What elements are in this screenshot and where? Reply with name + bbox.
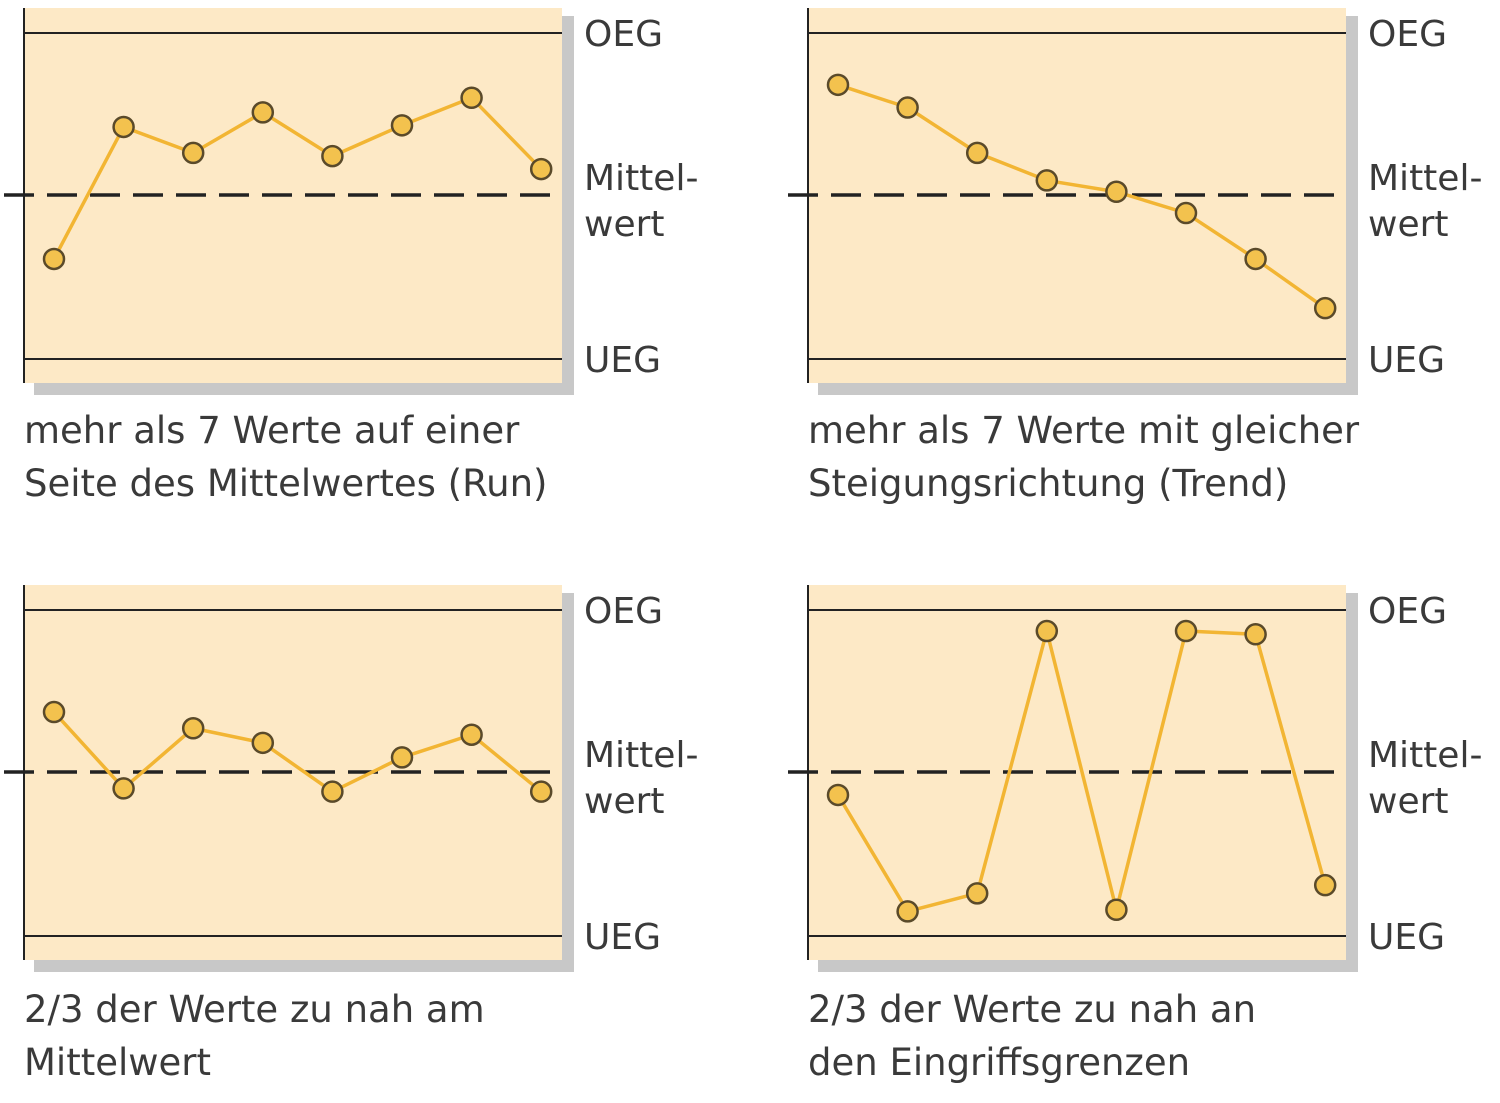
data-point-3 <box>965 882 989 905</box>
caption-run-line-2: Seite des Mittelwertes (Run) <box>24 462 548 505</box>
label-mean-line-2: wert <box>1368 781 1449 822</box>
data-point-5 <box>1105 898 1128 922</box>
panel-shadow-right <box>1346 593 1358 968</box>
label-upper-limit: OEG <box>1368 14 1447 55</box>
data-point-3 <box>181 717 205 740</box>
data-point-4 <box>251 101 275 124</box>
caption-run: mehr als 7 Werte auf einer Seite des Mit… <box>24 404 547 510</box>
data-point-5 <box>321 780 344 803</box>
label-mean-line-1: Mittel- <box>1368 735 1482 776</box>
caption-trend: mehr als 7 Werte mit gleicher Steigungsr… <box>808 404 1359 510</box>
data-point-5 <box>321 144 344 168</box>
data-point-7 <box>460 86 483 110</box>
label-mean-line-1: Mittel- <box>584 735 698 776</box>
caption-near-limits-line-2: den Eingriffsgrenzen <box>808 1041 1191 1084</box>
data-point-7 <box>460 723 483 746</box>
panel-shadow-right <box>1346 16 1358 391</box>
panel-shadow-bottom <box>34 383 574 395</box>
data-point-3 <box>181 141 205 165</box>
caption-run-line-1: mehr als 7 Werte auf einer <box>24 409 520 452</box>
panel-shadow-bottom <box>818 383 1358 395</box>
data-point-4 <box>1035 169 1059 192</box>
data-point-4 <box>251 731 275 755</box>
label-lower-limit: UEG <box>584 917 661 958</box>
caption-near-mean-line-2: Mittelwert <box>24 1041 212 1084</box>
label-mean-line-2: wert <box>584 204 665 245</box>
data-point-2 <box>112 777 135 800</box>
data-point-1 <box>826 73 850 97</box>
data-point-2 <box>896 900 919 923</box>
panel-shadow-right <box>562 593 574 968</box>
data-point-6 <box>390 746 414 769</box>
panel-shadow-bottom <box>34 960 574 972</box>
chart-near-mean: OEG Mittel-wert UEG <box>4 585 698 972</box>
label-mean-line-1: Mittel- <box>1368 158 1482 199</box>
data-point-8 <box>529 780 553 803</box>
label-upper-limit: OEG <box>584 591 663 632</box>
data-point-8 <box>1313 873 1337 897</box>
label-mean-line-2: wert <box>1368 204 1449 245</box>
data-point-1 <box>42 247 66 271</box>
data-point-1 <box>42 700 66 724</box>
chart-near-limits: OEG Mittel-wert UEG <box>788 585 1482 972</box>
data-point-2 <box>112 115 135 139</box>
caption-near-limits: 2/3 der Werte zu nah an den Eingriffsgre… <box>808 983 1256 1089</box>
chart-run: OEG Mittel-wert UEG <box>4 8 698 395</box>
label-lower-limit: UEG <box>1368 917 1445 958</box>
label-lower-limit: UEG <box>1368 340 1445 381</box>
caption-near-mean-line-1: 2/3 der Werte zu nah am <box>24 988 485 1031</box>
data-point-8 <box>529 157 553 181</box>
label-mean-line-1: Mittel- <box>584 158 698 199</box>
data-point-6 <box>1174 201 1198 225</box>
caption-near-limits-line-1: 2/3 der Werte zu nah an <box>808 988 1257 1031</box>
panel-shadow-right <box>562 16 574 391</box>
data-point-5 <box>1105 180 1128 204</box>
caption-near-mean: 2/3 der Werte zu nah am Mittelwert <box>24 983 485 1089</box>
series-line <box>837 83 1327 310</box>
data-point-2 <box>896 96 919 119</box>
data-point-7 <box>1244 623 1267 646</box>
data-point-8 <box>1313 296 1337 320</box>
label-upper-limit: OEG <box>584 14 663 55</box>
caption-trend-line-1: mehr als 7 Werte mit gleicher <box>808 409 1360 452</box>
data-point-3 <box>965 141 989 165</box>
data-point-6 <box>390 114 414 137</box>
data-point-6 <box>1174 619 1198 643</box>
label-upper-limit: OEG <box>1368 591 1447 632</box>
data-point-7 <box>1244 247 1267 271</box>
data-point-4 <box>1035 619 1059 643</box>
caption-trend-line-2: Steigungsrichtung (Trend) <box>808 462 1289 505</box>
series-line <box>52 96 543 260</box>
label-lower-limit: UEG <box>584 340 661 381</box>
series-line <box>836 629 1327 914</box>
panel-shadow-bottom <box>818 960 1358 972</box>
chart-trend: OEG Mittel-wert UEG <box>788 8 1482 395</box>
data-point-1 <box>826 783 850 807</box>
series-line <box>52 710 543 794</box>
label-mean-line-2: wert <box>584 781 665 822</box>
